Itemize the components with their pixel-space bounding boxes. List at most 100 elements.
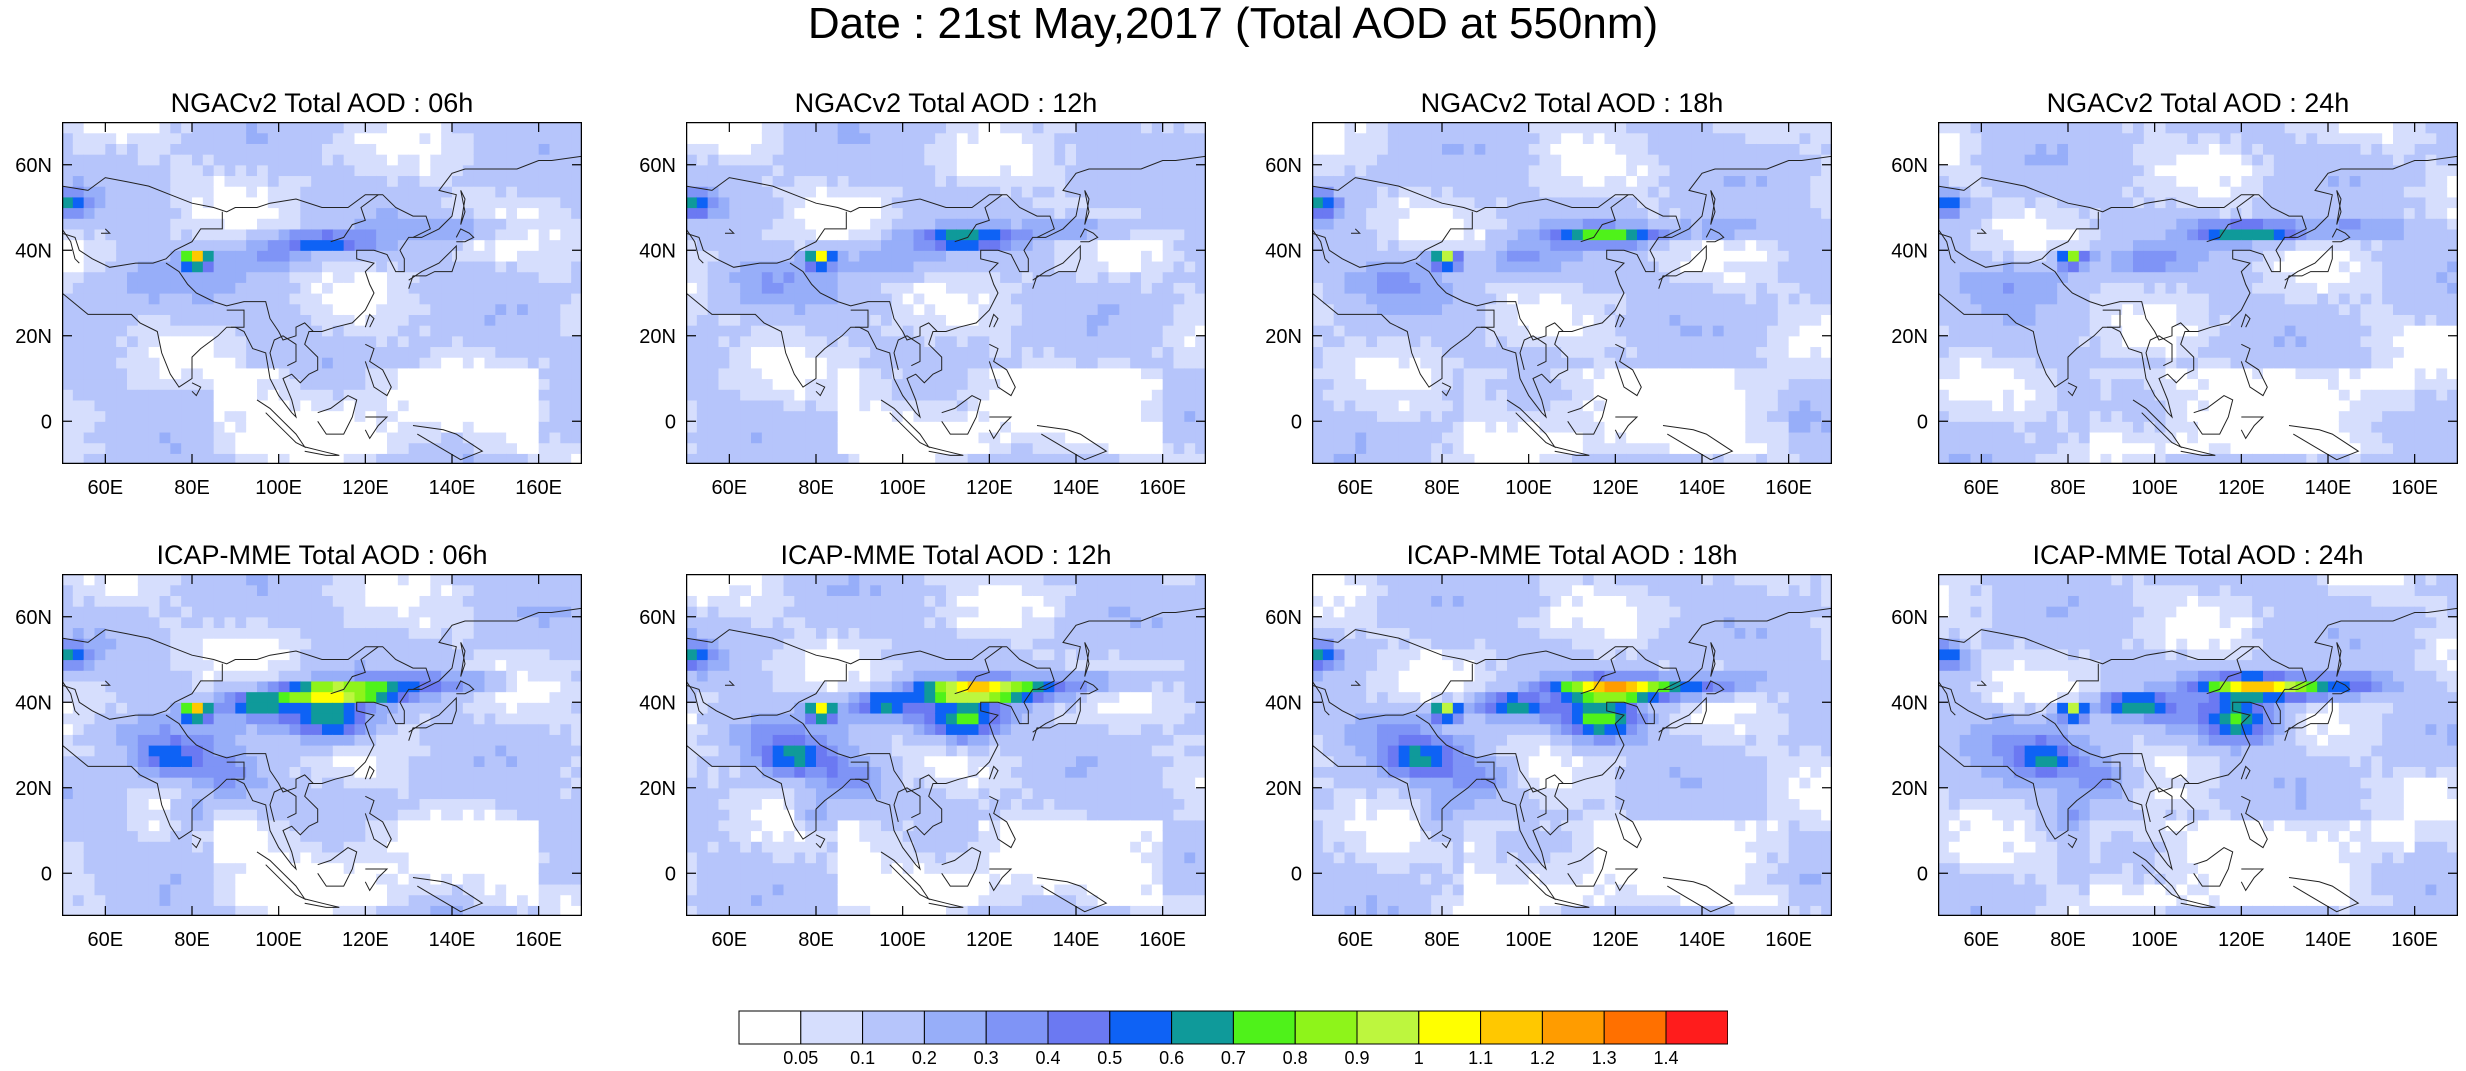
lon-tick-label: 100E <box>1505 929 1552 951</box>
map-frame <box>62 122 582 464</box>
aod-map <box>1938 122 2458 464</box>
colorbar-swatch <box>1603 1010 1667 1045</box>
lon-tick-label: 160E <box>1765 929 1812 951</box>
lon-tick-label: 80E <box>2050 929 2086 951</box>
colorbar-label: 1.4 <box>1653 1048 1678 1066</box>
map-panel-ngacv2-12h: NGACv2 Total AOD : 12h 60E 80E 100E 120E 140E… <box>639 88 1206 499</box>
lon-tick-label: 60E <box>1338 929 1374 951</box>
lon-tick-label: 60E <box>1338 477 1374 499</box>
lat-tick-label: 0 <box>1917 863 1928 885</box>
colorbar-label: 0.8 <box>1283 1048 1308 1066</box>
panel-title: ICAP-MME Total AOD : 24h <box>2032 540 2364 570</box>
colorbar-swatch <box>1418 1010 1482 1045</box>
lon-tick-label: 100E <box>1505 477 1552 499</box>
colorbar-swatch <box>1171 1010 1234 1045</box>
lat-tick-label: 40N <box>15 240 52 262</box>
panel-title: ICAP-MME Total AOD : 18h <box>1406 540 1738 570</box>
colorbar-swatch <box>1109 1010 1173 1045</box>
map-panel-icap-mme-06h: ICAP-MME Total AOD : 06h 60E 80E 100E 120E 14… <box>15 540 582 951</box>
coastlines <box>62 607 582 913</box>
lat-tick-label: 60N <box>15 607 52 629</box>
colorbar-label: 0.9 <box>1344 1048 1369 1066</box>
lon-tick-label: 140E <box>2305 477 2352 499</box>
lon-tick-label: 120E <box>2218 477 2265 499</box>
aod-field <box>1938 122 2458 464</box>
colorbar-swatch <box>738 1010 802 1045</box>
colorbar-label: 0.6 <box>1159 1048 1184 1066</box>
panel-title: ICAP-MME Total AOD : 12h <box>780 540 1112 570</box>
lat-tick-label: 60N <box>639 607 676 629</box>
lat-tick-label: 20N <box>1265 778 1302 800</box>
figure-title: Date : 21st May,2017 (Total AOD at 550nm… <box>807 0 1659 48</box>
coastlines <box>1938 607 2458 913</box>
colorbar-svg: 0.05 0.1 0.2 0.3 0.4 0.5 0.6 0.7 0.8 0.9 1 1.1 1.2 1.… <box>738 1010 1729 1068</box>
lat-tick-label: 40N <box>1891 692 1928 714</box>
lon-tick-label: 120E <box>342 477 389 499</box>
colorbar-swatch <box>923 1010 987 1045</box>
colorbar-label: 1 <box>1414 1048 1424 1066</box>
panel-title: NGACv2 Total AOD : 18h <box>1420 88 1724 118</box>
lat-tick-label: 20N <box>15 778 52 800</box>
lon-tick-label: 80E <box>798 929 834 951</box>
map-panel-ngacv2-24h: NGACv2 Total AOD : 24h 60E 80E 100E 120E 140E… <box>1891 88 2458 499</box>
axis-overlay: 60E 80E 100E 120E 140E 160E 60N 40N 20N 0 <box>1265 122 1832 499</box>
lat-tick-label: 0 <box>665 411 676 433</box>
lon-tick-label: 120E <box>966 477 1013 499</box>
lon-tick-label: 160E <box>515 929 562 951</box>
lon-tick-label: 120E <box>2218 929 2265 951</box>
lon-tick-label: 120E <box>1592 477 1639 499</box>
lon-tick-label: 100E <box>879 929 926 951</box>
lon-tick-label: 140E <box>429 477 476 499</box>
lat-tick-label: 0 <box>1291 863 1302 885</box>
lat-tick-label: 40N <box>639 240 676 262</box>
aod-map <box>62 574 582 916</box>
axis-overlay: 60E 80E 100E 120E 140E 160E 60N 40N 20N 0 <box>639 574 1206 951</box>
lon-tick-label: 100E <box>879 477 926 499</box>
lon-tick-label: 140E <box>1053 929 1100 951</box>
lat-tick-label: 60N <box>1891 155 1928 177</box>
lon-tick-label: 140E <box>1053 477 1100 499</box>
coastlines <box>686 607 1206 913</box>
colorbar-label: 0.3 <box>974 1048 999 1066</box>
lat-tick-label: 40N <box>15 692 52 714</box>
lat-tick-label: 0 <box>41 863 52 885</box>
panel-title: NGACv2 Total AOD : 12h <box>794 88 1098 118</box>
axis-overlay: 60E 80E 100E 120E 140E 160E 60N 40N 20N 0 <box>1891 122 2458 499</box>
lat-tick-label: 20N <box>1891 326 1928 348</box>
axis-overlay: 60E 80E 100E 120E 140E 160E 60N 40N 20N 0 <box>1891 574 2458 951</box>
lon-tick-label: 120E <box>966 929 1013 951</box>
aod-map <box>686 122 1206 464</box>
aod-field <box>62 122 582 464</box>
colorbar-label: 0.4 <box>1035 1048 1060 1066</box>
lat-tick-label: 60N <box>1265 607 1302 629</box>
lat-tick-label: 40N <box>1891 240 1928 262</box>
lon-tick-label: 160E <box>1139 929 1186 951</box>
lon-tick-label: 100E <box>255 477 302 499</box>
panel-title: NGACv2 Total AOD : 24h <box>2046 88 2350 118</box>
panel-title: NGACv2 Total AOD : 06h <box>170 88 474 118</box>
map-frame <box>1938 122 2458 464</box>
colorbar-label: 1.1 <box>1468 1048 1493 1066</box>
lon-tick-label: 100E <box>2131 477 2178 499</box>
lat-tick-label: 20N <box>639 778 676 800</box>
lon-tick-label: 160E <box>1765 477 1812 499</box>
aod-field <box>62 574 582 916</box>
map-frame <box>1938 574 2458 916</box>
lon-tick-label: 140E <box>429 929 476 951</box>
axis-overlay: 60E 80E 100E 120E 140E 160E 60N 40N 20N 0 <box>1265 574 1832 951</box>
colorbar-swatch <box>800 1010 864 1045</box>
aod-field <box>686 122 1206 464</box>
lon-tick-label: 160E <box>515 477 562 499</box>
lon-tick-label: 60E <box>88 477 124 499</box>
lat-tick-label: 20N <box>1891 778 1928 800</box>
colorbar-swatch <box>1541 1010 1605 1045</box>
colorbar-label: 0.1 <box>850 1048 875 1066</box>
map-frame <box>1312 574 1832 916</box>
axis-overlay: 60E 80E 100E 120E 140E 160E 60N 40N 20N 0 <box>15 574 582 951</box>
aod-map <box>686 574 1206 916</box>
colorbar-label: 1.3 <box>1592 1048 1617 1066</box>
lon-tick-label: 80E <box>174 477 210 499</box>
coastlines <box>62 155 582 461</box>
lon-tick-label: 160E <box>1139 477 1186 499</box>
colorbar-swatch <box>1665 1010 1729 1045</box>
